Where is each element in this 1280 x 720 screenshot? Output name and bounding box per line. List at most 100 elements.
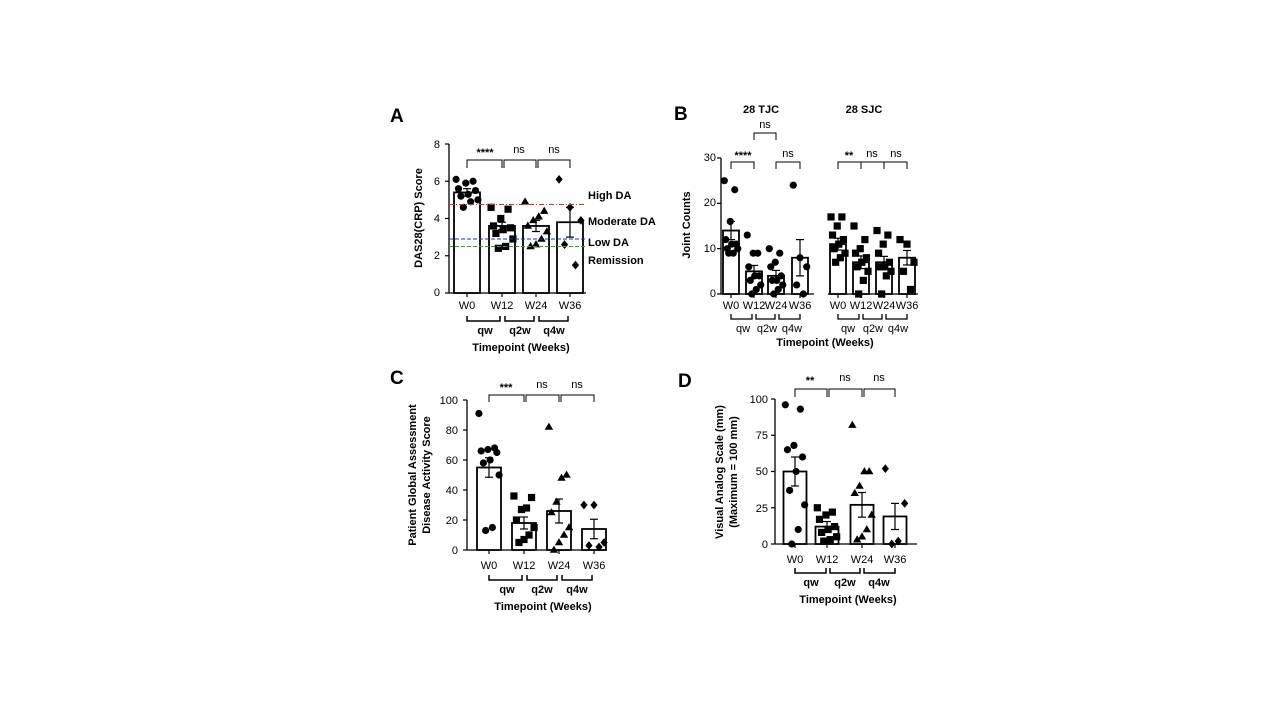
data-point	[858, 258, 866, 266]
panel-d-groups: qw q2w q4w	[794, 568, 896, 589]
panel-b-sig-bracket	[837, 161, 862, 169]
panel-a-yticks: 0 2 4 6 8	[434, 139, 440, 299]
panel-d-ylabel-line1: Visual Analog Scale (mm)	[714, 405, 726, 539]
panel-d-yticks: 0 25 50 75 100	[750, 394, 768, 551]
panel-d-group-bracket	[863, 568, 896, 574]
data-point	[520, 535, 528, 544]
panel-c-plot	[463, 399, 608, 554]
data-point	[894, 536, 902, 546]
data-point	[852, 535, 862, 543]
panel-c-ytick: 20	[446, 515, 458, 527]
data-point	[860, 467, 869, 475]
panel-a-groups: qw q2w q4w	[466, 316, 569, 337]
data-point	[881, 263, 889, 271]
data-point	[888, 539, 896, 549]
data-point	[531, 240, 541, 248]
data-point	[765, 245, 773, 253]
panel-c-ytick: 40	[446, 485, 458, 497]
panel-a: A DAS28(CRP) Score 0 2 4 6 8 W0 W12 W24 …	[390, 106, 656, 354]
panel-b-group-label: qw	[736, 323, 750, 335]
data-point	[590, 500, 598, 510]
panel-a-ytick: 8	[434, 139, 440, 151]
data-point	[471, 186, 480, 195]
panel-b-significance: **** ns ns ** ns ns	[730, 119, 908, 169]
panel-c-group-label: q4w	[566, 584, 588, 596]
data-point	[855, 481, 864, 489]
panel-b-plot	[717, 157, 918, 298]
data-point	[874, 249, 883, 257]
data-point	[786, 486, 794, 494]
data-point	[873, 226, 881, 235]
panel-b-group-bracket	[837, 314, 860, 320]
panel-c-ytick: 60	[446, 455, 458, 467]
panel-d-xtick: W0	[787, 554, 804, 566]
data-point	[799, 290, 807, 298]
data-point	[492, 229, 500, 237]
data-point	[522, 504, 531, 512]
panel-c-significance: *** ns ns	[488, 379, 595, 402]
panel-d-sig-label: ns	[839, 372, 851, 384]
panel-d-xtick: W36	[884, 554, 907, 566]
data-point	[885, 258, 894, 266]
data-point	[768, 276, 776, 284]
panel-c-sig-label: ns	[571, 379, 583, 391]
data-point	[779, 281, 787, 289]
data-point	[828, 508, 836, 516]
panel-c-groups: qw q2w q4w	[488, 575, 593, 596]
data-point	[896, 236, 904, 244]
panel-a-xtick: W24	[525, 300, 548, 312]
panel-b-groups: qw q2w q4w qw q2w q4w	[730, 314, 908, 335]
data-point	[777, 272, 785, 280]
panel-c-xtick: W12	[513, 560, 536, 572]
panel-a-sig-bracket	[466, 159, 503, 168]
data-point	[789, 181, 797, 189]
panel-a-xtick: W36	[559, 300, 582, 312]
data-point	[748, 290, 756, 298]
panel-a-xtick: W12	[491, 300, 514, 312]
panel-a-sig-bracket	[537, 159, 571, 168]
data-point	[856, 245, 864, 253]
panel-d-xlabel: Timepoint (Weeks)	[799, 594, 897, 606]
panel-a-ytick: 0	[434, 287, 440, 299]
data-point	[512, 516, 521, 524]
data-point	[530, 523, 538, 532]
data-point	[554, 538, 564, 546]
data-point	[527, 493, 536, 502]
data-point	[850, 488, 859, 497]
data-point	[486, 456, 494, 464]
panel-d-significance: ** ns ns	[794, 372, 896, 397]
panel-b-sig-label: ns	[866, 148, 878, 160]
data-point	[544, 422, 554, 430]
data-point	[494, 244, 502, 252]
data-point	[549, 545, 559, 553]
panel-d-sig-bracket	[828, 388, 863, 397]
panel-b-group-bracket	[885, 314, 908, 320]
data-point	[822, 511, 830, 519]
data-point	[564, 523, 574, 531]
data-point	[728, 240, 736, 248]
panel-b-sig-label: ****	[734, 150, 752, 162]
panel-b-sig-bracket	[860, 161, 885, 169]
data-point	[887, 267, 895, 275]
panel-c-sig-bracket	[525, 394, 560, 402]
data-point	[517, 505, 526, 514]
panel-a-group-label: qw	[477, 325, 493, 337]
panel-a-sig-label: ns	[548, 144, 560, 156]
ref-label-remission: Remission	[588, 255, 644, 267]
panel-b-xtick: W36	[789, 300, 812, 312]
data-point	[585, 541, 593, 550]
data-point	[529, 215, 538, 224]
panel-a-sig-bracket	[503, 159, 537, 168]
data-point	[571, 260, 580, 270]
data-point	[833, 222, 841, 230]
data-point	[833, 533, 841, 541]
data-point	[826, 536, 834, 544]
bar	[522, 225, 550, 294]
data-point	[452, 175, 460, 183]
data-point	[876, 263, 884, 271]
panel-a-plot	[445, 143, 586, 297]
data-point	[488, 523, 496, 532]
panel-a-xlabel: Timepoint (Weeks)	[472, 342, 570, 354]
data-point	[864, 267, 872, 275]
